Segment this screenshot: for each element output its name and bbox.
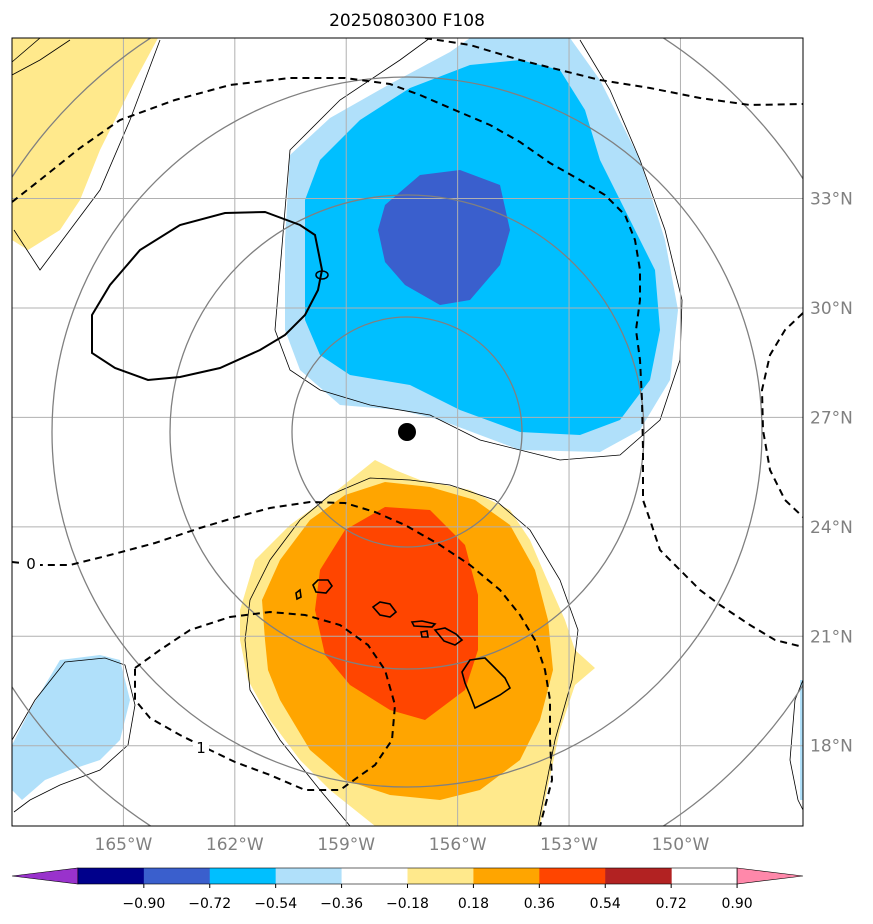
colorbar-swatch xyxy=(143,868,211,884)
contour-label-one: 1 xyxy=(196,739,206,757)
range-ring-3 xyxy=(51,76,763,788)
lon-tick-label: 153°W xyxy=(540,835,598,855)
colorbar-swatch xyxy=(605,868,672,884)
lon-tick-label: 150°W xyxy=(652,835,710,855)
coastline-south xyxy=(244,477,579,826)
map-frame xyxy=(11,37,804,827)
colorbar-tick-label: 0.36 xyxy=(524,896,555,912)
range-ring-2 xyxy=(169,194,645,670)
contour-label-zero: 0 xyxy=(26,555,36,573)
map-area: 0 1 xyxy=(12,38,803,826)
lat-tick-label: 30°N xyxy=(810,299,853,319)
island-big-island xyxy=(461,657,512,710)
lat-tick-label: 18°N xyxy=(810,737,853,757)
colorbar-swatch xyxy=(341,868,408,884)
colorbar-tick-label: −0.54 xyxy=(254,896,297,912)
contour-dashed-east xyxy=(760,312,803,518)
colorbar-extend-low xyxy=(11,867,79,885)
colorbar-swatch xyxy=(209,868,277,884)
colorbar xyxy=(11,867,804,885)
colorbar-tick-label: 0.90 xyxy=(721,896,752,912)
island-niihau xyxy=(295,588,302,601)
contour-layer: 0 1 xyxy=(12,38,803,826)
colorbar-swatch xyxy=(77,868,145,884)
colorbar-tick-label: −0.36 xyxy=(320,896,363,912)
colorbar-extend-high xyxy=(736,867,804,885)
shading-layer xyxy=(12,38,803,826)
lon-tick-label: 159°W xyxy=(317,835,375,855)
colorbar-tick-label: −0.90 xyxy=(122,896,165,912)
lat-tick-label: 33°N xyxy=(810,190,853,210)
colorbar-tick-label: 0.18 xyxy=(458,896,489,912)
lat-tick-label: 24°N xyxy=(810,518,853,538)
island-oahu xyxy=(371,601,398,618)
colorbar-swatch xyxy=(473,868,540,884)
chart-title: 2025080300 F108 xyxy=(329,11,485,31)
colorbar-tick-label: 0.72 xyxy=(656,896,687,912)
negative-shade-north-0.54 xyxy=(378,170,510,305)
contour-label-one-bg xyxy=(193,738,209,756)
contour-label-zero-bg xyxy=(22,553,40,571)
lat-tick-label: 21°N xyxy=(810,627,853,647)
latitude-labels: 18°N 21°N 24°N 27°N 30°N 33°N xyxy=(810,190,853,757)
colorbar-swatch xyxy=(275,868,343,884)
lon-tick-label: 156°W xyxy=(429,835,487,855)
island-kauai xyxy=(312,579,334,594)
coastline-north xyxy=(12,38,683,461)
island-maui xyxy=(433,627,464,646)
range-ring-1 xyxy=(291,316,523,548)
negative-shade-east-edge-0.18 xyxy=(800,680,803,800)
colorbar-labels: −0.90 −0.72 −0.54 −0.36 −0.18 0.18 0.36 0.54 0.7… xyxy=(122,884,753,912)
longitude-labels: 165°W 162°W 159°W 156°W 153°W 150°W xyxy=(95,835,710,855)
lon-tick-label: 165°W xyxy=(95,835,153,855)
lon-tick-label: 162°W xyxy=(206,835,264,855)
storm-center-marker xyxy=(398,423,416,441)
contour-dashed-zero xyxy=(12,500,554,826)
coastline-layer xyxy=(12,38,803,826)
contour-solid-small xyxy=(315,270,329,280)
lat-tick-label: 27°N xyxy=(810,408,853,428)
colorbar-tick-label: −0.72 xyxy=(188,896,231,912)
island-lanai xyxy=(420,630,429,638)
coastline-southwest xyxy=(12,657,136,813)
contour-dashed-one xyxy=(134,610,397,791)
colorbar-swatch xyxy=(539,868,606,884)
negative-shade-southwest-0.18 xyxy=(12,655,130,800)
colorbar-tick-label: 0.54 xyxy=(590,896,621,912)
islands-layer xyxy=(295,579,512,710)
range-rings xyxy=(12,38,803,826)
contour-solid-west xyxy=(91,210,324,382)
gridlines xyxy=(12,38,803,826)
colorbar-tick-label: −0.18 xyxy=(386,896,429,912)
positive-shade-top-left-0.18 xyxy=(12,38,158,250)
colorbar-swatch xyxy=(407,868,474,884)
contour-dashed-north xyxy=(424,38,803,107)
island-molokai xyxy=(410,620,437,628)
